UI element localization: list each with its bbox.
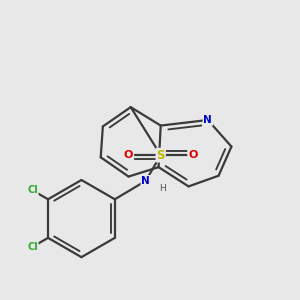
Text: H: H [160,184,166,193]
Text: N: N [141,176,150,186]
Text: Cl: Cl [27,185,38,195]
Text: O: O [188,150,197,160]
Text: O: O [124,150,133,160]
Text: Cl: Cl [27,242,38,252]
Text: S: S [157,148,165,162]
Text: N: N [203,115,212,125]
